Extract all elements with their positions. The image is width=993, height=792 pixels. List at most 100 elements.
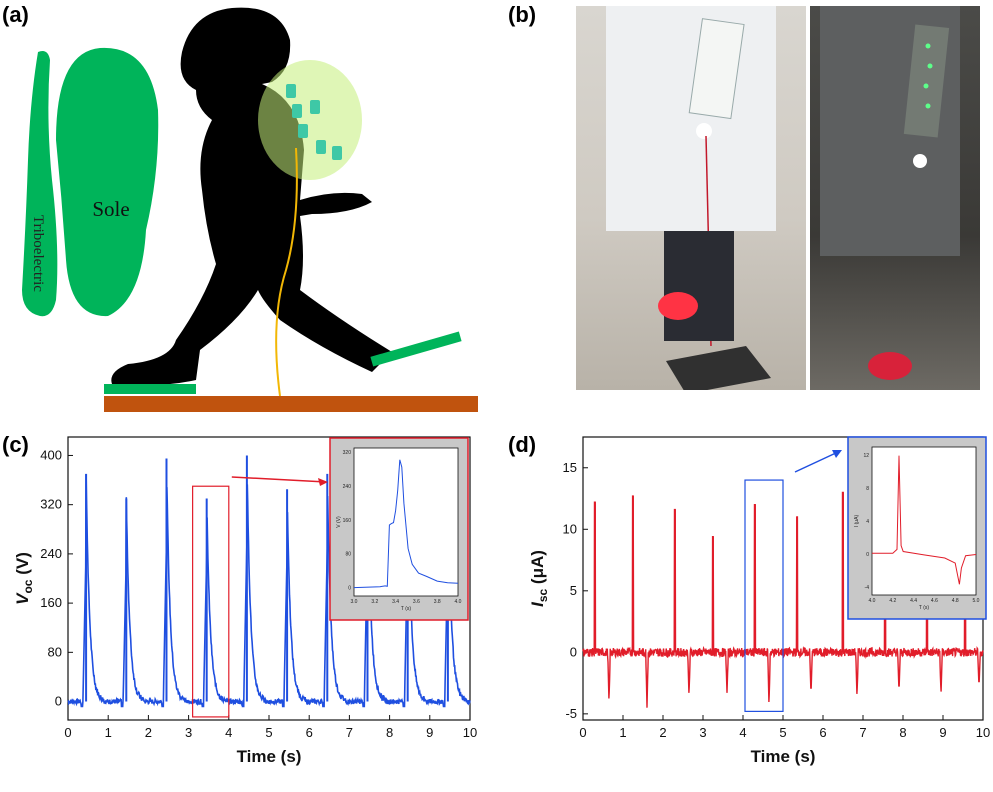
x-tick-label: 5 [265,725,272,740]
red-shoe-dark [868,352,912,380]
inset-x-tick-label: 3.2 [371,599,378,605]
x-tick-label: 0 [579,725,586,740]
inset-x-tick-label: 3.4 [392,599,399,605]
x-tick-label: 3 [185,725,192,740]
led-board [688,18,745,120]
inset-trace [871,455,977,585]
y-axis-label: Voc (V) [13,552,35,605]
x-tick-label: 9 [426,725,433,740]
x-tick-label: 6 [819,725,826,740]
inset-y-tick-label: 160 [343,518,352,524]
y-tick-label: 10 [563,521,577,536]
panel-b-letter: (b) [508,2,537,27]
led-board-dark [903,24,950,138]
y-tick-label: 240 [40,546,62,561]
inset-y-tick-label: -4 [865,585,870,591]
x-tick-label: 9 [939,725,946,740]
inset-y-tick-label: 0 [348,586,351,592]
inset-x-tick-label: 3.6 [413,599,420,605]
highlight-box [192,485,230,718]
x-tick-label: 7 [859,725,866,740]
x-axis-label: Time (s) [751,747,816,766]
y-axis-label: Isc (μA) [528,550,550,607]
front-foot-insole [370,331,462,367]
led-cluster [286,84,342,160]
y-tick-label: 320 [40,497,62,512]
inset-y-tick-label: 12 [863,453,869,459]
voc-trace [67,474,471,708]
inset-y-tick-label: 8 [866,486,869,492]
panel-d-letter: (d) [508,432,537,457]
inset-x-tick-label: 4.2 [889,598,896,604]
y-tick-label: 5 [570,583,577,598]
inset-y-label: I (μA) [854,515,860,528]
wrist-light-dark [913,154,927,168]
red-shoe [658,292,698,320]
walker-silhouette [111,7,392,386]
zoom-arrow-head [318,478,328,486]
x-tick-label: 4 [739,725,746,740]
inset-y-tick-label: 240 [343,484,352,490]
x-tick-label: 2 [659,725,666,740]
sole-shape [56,47,159,317]
y-tick-label: 15 [563,460,577,475]
x-tick-label: 3 [699,725,706,740]
y-tick-label: 0 [570,644,577,659]
y-tick-label: 400 [40,447,62,462]
floor-mat [666,346,771,390]
chart-voc: 0 1 2 3 4 5 6 7 8 9 10 0 80 160 240 320 400 Time (s) Voc (… [13,436,477,766]
inset-x-tick-label: 4.8 [952,598,959,604]
y-tick-label: 0 [55,694,62,709]
y-tick-label: 80 [48,644,62,659]
y-tick-label: -5 [565,706,577,721]
panel-a-letter: (a) [2,2,29,27]
x-tick-label: 1 [105,725,112,740]
inset-y-tick-label: 0 [866,552,869,558]
x-tick-label: 7 [346,725,353,740]
inset-x-label: T (s) [919,605,930,611]
inset-x-tick-label: 4.4 [910,598,917,604]
inset-x-tick-label: 4.6 [931,598,938,604]
inset-y-tick-label: 4 [866,519,869,525]
inset-y-label: V (V) [336,516,342,528]
inset-x-tick-label: 4.0 [455,599,462,605]
wire [275,147,298,397]
triboelectric-strip [22,51,58,317]
inset-y-tick-label: 80 [345,552,351,558]
back-foot-insole [104,384,196,394]
y-tick-label: 160 [40,595,62,610]
x-tick-label: 8 [386,725,393,740]
highlight-box [744,479,784,712]
x-axis-label: Time (s) [237,747,302,766]
inset-x-tick-label: 4.0 [869,598,876,604]
zoom-arrow [231,476,327,483]
photo-dark [810,6,980,390]
lab-coat [606,6,776,231]
inset-x-tick-label: 3.8 [434,599,441,605]
x-tick-label: 10 [976,725,990,740]
photo-lit [576,6,806,390]
triboelectric-label: Triboelectric [30,215,46,292]
inset-x-label: T (s) [401,606,412,612]
x-tick-label: 8 [899,725,906,740]
x-tick-label: 10 [463,725,477,740]
photo-dark-drawing [820,6,960,380]
zoom-arrow-head [832,450,842,458]
x-tick-label: 4 [225,725,232,740]
photo-lit-drawing [606,6,776,390]
inset-trace [353,459,459,589]
panel-c-letter: (c) [2,432,29,457]
glow [258,60,362,180]
ground [104,396,478,412]
x-tick-label: 5 [779,725,786,740]
wrist-light [696,123,712,139]
x-tick-label: 1 [619,725,626,740]
inset-y-tick-label: 320 [343,450,352,456]
inset-plot-area [871,446,977,596]
zoom-arrow [794,451,839,473]
x-tick-label: 6 [306,725,313,740]
inset-x-tick-label: 5.0 [973,598,980,604]
x-tick-label: 2 [145,725,152,740]
